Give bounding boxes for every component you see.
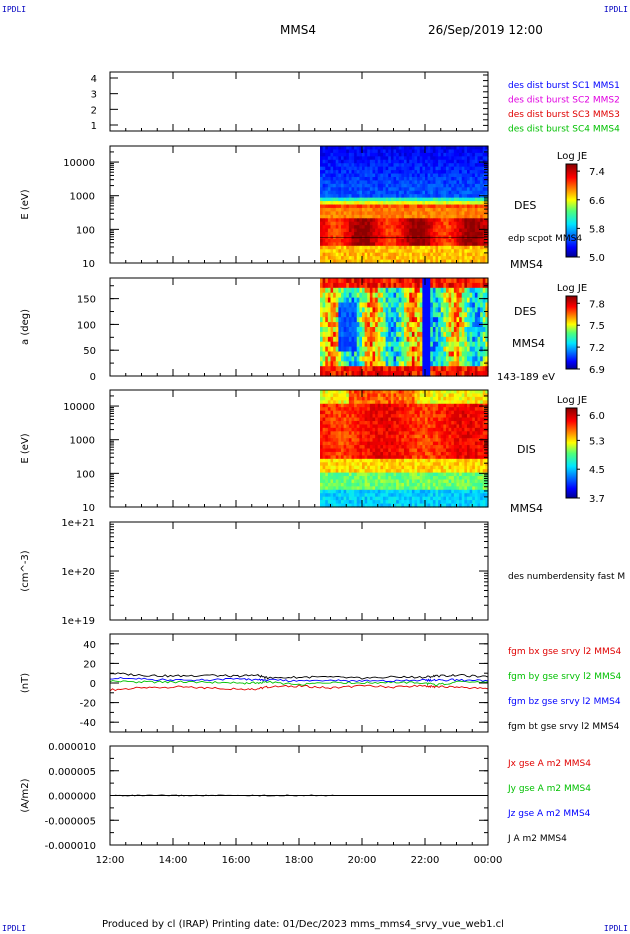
panel-2-ytick: 10 — [82, 259, 95, 270]
corner-mark-tr: IPDLI — [603, 5, 628, 14]
corner-mark-tl: IPDLI — [2, 5, 27, 14]
panel-3-ytick: 0 — [90, 372, 96, 383]
panel-1-ytick: 4 — [91, 74, 97, 85]
colorbar-3-tick: 7.8 — [589, 299, 605, 310]
colorbar-2 — [565, 163, 578, 258]
panel-5-ytick: 1e+21 — [61, 518, 95, 529]
panel-7-ytick: 0.000010 — [48, 742, 96, 753]
colorbar-4-tick: 3.7 — [589, 494, 605, 505]
panel-2-ytick: 10000 — [63, 158, 95, 169]
x-tick-label: 16:00 — [222, 855, 251, 866]
colorbar-3-tick: 6.9 — [589, 365, 605, 376]
burst-legend-1: des dist burst SC1 MMS1 — [508, 81, 620, 91]
panel-5-ytick: 1e+19 — [61, 616, 95, 627]
bfield-line-1 — [109, 684, 489, 692]
date-title: 26/Sep/2019 12:00 — [428, 23, 543, 37]
panel-4-ytick: 10000 — [63, 402, 95, 413]
spacecraft-title: MMS4 — [280, 23, 316, 37]
bfield-line-3 — [110, 677, 489, 683]
colorbar-4-tick: 5.3 — [589, 436, 605, 447]
bfield-legend-3: fgm bz gse srvy l2 MMS4 — [508, 697, 621, 707]
panel-6-ytick: 0 — [90, 679, 96, 690]
panel-1-ytick: 3 — [91, 90, 97, 101]
burst-legend-4: des dist burst SC4 MMS4 — [508, 125, 620, 135]
panel-2-spacecraft: MMS4 — [510, 258, 543, 271]
bfield-legend-2: fgm by gse srvy l2 MMS4 — [508, 672, 621, 682]
panel-frame-1 — [109, 71, 489, 132]
panel-5-ylabel: (cm^-3) — [20, 550, 31, 591]
colorbar-3-tick: 7.2 — [589, 343, 605, 354]
current-trace — [114, 794, 334, 797]
colorbar-2-title: Log JE — [557, 151, 587, 162]
scpot-label: edp scpot MMS4 — [508, 234, 582, 244]
colorbar-4-tick: 6.0 — [589, 411, 605, 422]
colorbar-2-tick: 5.0 — [589, 253, 605, 264]
panel-3-ytick: 100 — [77, 320, 96, 331]
x-tick-label: 22:00 — [411, 855, 440, 866]
panel-5-ytick: 1e+20 — [61, 567, 95, 578]
burst-legend-2: des dist burst SC2 MMS2 — [508, 96, 620, 106]
panel-2-ylabel: E (eV) — [20, 189, 31, 219]
des-pa-label: DES — [514, 305, 536, 318]
corner-mark-bl: IPDLI — [2, 924, 27, 933]
panel-7-ylabel: (A/m2) — [20, 778, 31, 812]
x-tick-label: 18:00 — [285, 855, 314, 866]
colorbar-2-tick: 6.6 — [589, 196, 605, 207]
panel-7-ytick: 0.000005 — [48, 767, 96, 778]
panel-7-ytick: 0.000000 — [48, 792, 96, 803]
panel-6-ytick: 40 — [83, 640, 96, 651]
panel-4-ytick: 1000 — [70, 436, 95, 447]
energy-range-label: 143-189 eV — [497, 372, 555, 383]
x-tick-label: 20:00 — [348, 855, 377, 866]
panel-3-spacecraft: MMS4 — [512, 337, 545, 350]
colorbar-3 — [565, 295, 578, 370]
panel-4-ylabel: E (eV) — [20, 433, 31, 463]
x-tick-label: 14:00 — [159, 855, 188, 866]
panel-4-spacecraft: MMS4 — [510, 502, 543, 515]
x-tick-label: 12:00 — [96, 855, 125, 866]
dis-label: DIS — [517, 443, 536, 456]
bfield-legend-4: fgm bt gse srvy l2 MMS4 — [508, 722, 620, 732]
panel-4-ytick: 10 — [82, 503, 95, 514]
burst-legend-3: des dist burst SC3 MMS3 — [508, 110, 620, 120]
panel-7-ytick: -0.000010 — [45, 841, 96, 852]
colorbar-3-title: Log JE — [557, 283, 587, 294]
panel-4-ytick: 100 — [76, 469, 95, 480]
panel-6-ytick: -40 — [80, 718, 96, 729]
panel-6-ytick: 20 — [83, 659, 96, 670]
panel-3-ytick: 150 — [77, 295, 96, 306]
colorbar-4-tick: 4.5 — [589, 465, 605, 476]
current-legend-3: Jz gse A m2 MMS4 — [507, 809, 591, 819]
panel-7-ytick: -0.000005 — [45, 816, 96, 827]
colorbar-4 — [565, 407, 578, 499]
bfield-legend-1: fgm bx gse srvy l2 MMS4 — [508, 647, 621, 657]
panel-frame-5 — [109, 521, 489, 621]
panel-2-ytick: 1000 — [70, 192, 95, 203]
current-legend-2: Jy gse A m2 MMS4 — [507, 784, 591, 794]
panel-1-ytick: 1 — [91, 121, 97, 132]
panel-6-ylabel: (nT) — [20, 673, 31, 693]
footer-credits: Produced by cl (IRAP) Printing date: 01/… — [102, 919, 504, 930]
colorbar-4-title: Log JE — [557, 395, 587, 406]
panel-2-ytick: 100 — [76, 225, 95, 236]
current-legend-4: J A m2 MMS4 — [507, 834, 567, 844]
panel-3-ylabel: a (deg) — [20, 309, 31, 345]
panel-6-ytick: -20 — [80, 699, 96, 710]
bfield-line-2 — [109, 680, 489, 687]
corner-mark-br: IPDLI — [603, 924, 628, 933]
panel-3-ytick: 50 — [83, 346, 96, 357]
des-label: DES — [514, 199, 536, 212]
colorbar-2-tick: 5.8 — [589, 224, 605, 235]
colorbar-2-tick: 7.4 — [589, 167, 605, 178]
colorbar-3-tick: 7.5 — [589, 321, 605, 332]
current-legend-1: Jx gse A m2 MMS4 — [507, 759, 591, 769]
bfield-line-4 — [109, 672, 489, 680]
x-tick-label: 00:00 — [474, 855, 503, 866]
density-legend: des numberdensity fast M — [508, 572, 625, 582]
panel-1-ytick: 2 — [91, 105, 97, 116]
